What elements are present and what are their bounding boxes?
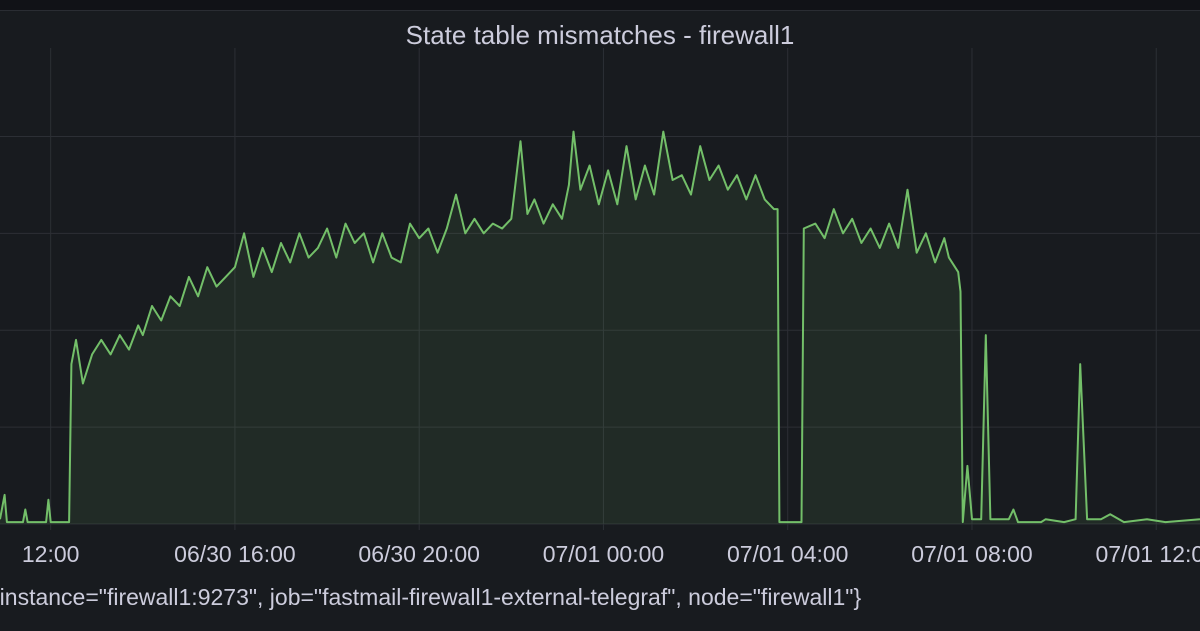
series-line-0 (0, 130, 1200, 524)
x-tick-label-0: 12:00 (22, 541, 80, 567)
x-tick-label-5: 07/01 08:00 (911, 541, 1033, 567)
series-area-0 (0, 131, 1200, 524)
x-tick-label-6: 07/01 12:00 (1095, 541, 1200, 567)
panel-title: State table mismatches - firewall1 (405, 20, 795, 50)
x-tick-label-4: 07/01 04:00 (727, 541, 849, 567)
x-tick-label-2: 06/30 20:00 (358, 541, 480, 567)
x-tick-label-1: 06/30 16:00 (174, 541, 296, 567)
graph-panel (0, 10, 1200, 631)
legend-series-label[interactable]: {instance="firewall1:9273", job="fastmai… (0, 584, 862, 610)
x-tick-label-3: 07/01 00:00 (543, 541, 665, 567)
